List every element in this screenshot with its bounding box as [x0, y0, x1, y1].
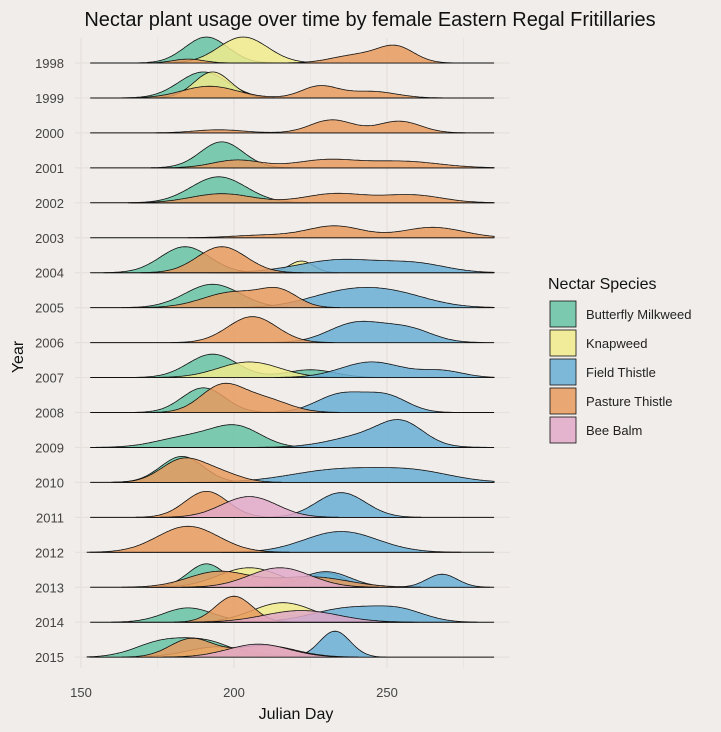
- y-tick-label: 2012: [35, 545, 64, 560]
- density-pasture-thistle-1999: [125, 85, 443, 99]
- legend-item-knapweed: Knapweed: [549, 329, 647, 357]
- x-tick-label: 150: [70, 685, 92, 700]
- ridge-2000: [90, 119, 495, 134]
- density-pasture-thistle-2004: [140, 246, 304, 274]
- legend-label: Pasture Thistle: [586, 394, 672, 409]
- ridge-2011: [90, 491, 495, 518]
- density-field-thistle-2007: [274, 361, 495, 378]
- legend-item-pasture-thistle: Pasture Thistle: [549, 387, 672, 415]
- ridge-2014: [90, 595, 495, 623]
- ridge-2004: [90, 246, 495, 274]
- y-tick-label: 1998: [35, 56, 64, 71]
- ridge-1999: [90, 71, 495, 99]
- density-pasture-thistle-2001: [164, 158, 495, 169]
- density-pasture-thistle-2006: [170, 316, 334, 343]
- density-pasture-thistle-1998: [147, 44, 455, 64]
- ridge-2009: [90, 419, 495, 448]
- ridges: [86, 36, 495, 658]
- x-axis-title: Julian Day: [259, 706, 334, 723]
- density-bee-balm-2013: [181, 567, 379, 588]
- legend-item-bee-balm: Bee Balm: [549, 416, 642, 444]
- density-pasture-thistle-2010: [112, 457, 282, 483]
- x-tick-label: 200: [223, 685, 245, 700]
- density-pasture-thistle-2005: [137, 287, 340, 309]
- ridge-2007: [90, 353, 495, 379]
- ridge-2008: [90, 382, 495, 413]
- legend-swatch: [549, 416, 577, 444]
- ridge-2006: [90, 316, 495, 344]
- legend-item-butterfly-milkweed: Butterfly Milkweed: [549, 300, 691, 328]
- density-bee-balm-2011: [160, 496, 339, 518]
- ridge-2012: [86, 525, 495, 553]
- chart-title: Nectar plant usage over time by female E…: [84, 9, 655, 31]
- legend-label: Field Thistle: [586, 365, 656, 380]
- ridge-2015: [86, 630, 495, 658]
- y-tick-label: 1999: [35, 91, 64, 106]
- legend-title: Nectar Species: [548, 276, 657, 293]
- x-tick-labels: 150 200 250: [70, 685, 398, 700]
- density-bee-balm-2015: [163, 643, 354, 658]
- legend-label: Knapweed: [586, 336, 647, 351]
- legend-label: Butterfly Milkweed: [586, 307, 691, 322]
- legend-label: Bee Balm: [586, 423, 642, 438]
- density-pasture-thistle-2012: [86, 525, 290, 553]
- y-tick-label: 2003: [35, 231, 64, 246]
- y-tick-label: 2008: [35, 406, 64, 421]
- legend-item-field-thistle: Field Thistle: [549, 358, 656, 386]
- density-pasture-thistle-2003: [187, 225, 495, 239]
- y-tick-label: 2013: [35, 580, 64, 595]
- ridge-2005: [90, 283, 495, 309]
- y-tick-label: 2004: [35, 266, 64, 281]
- y-tick-label: 2011: [36, 510, 64, 525]
- y-tick-label: 2001: [35, 161, 64, 176]
- ridge-2010: [90, 455, 495, 483]
- legend: Nectar Species Butterfly Milkweed Knapwee…: [548, 276, 691, 444]
- density-pasture-thistle-2000: [155, 119, 466, 134]
- y-tick-label: 2002: [35, 196, 64, 211]
- legend-swatch: [549, 300, 577, 328]
- legend-swatch: [549, 387, 577, 415]
- y-tick-label: 2005: [35, 301, 64, 316]
- y-tick-label: 2014: [35, 615, 64, 630]
- density-butterfly-milkweed-2009: [95, 424, 316, 448]
- ridge-2001: [90, 141, 495, 169]
- y-tick-label: 2015: [35, 650, 64, 665]
- density-bee-balm-2014: [189, 610, 414, 623]
- ridge-1998: [90, 36, 495, 64]
- y-tick-label: 2010: [35, 475, 64, 490]
- x-tick-label: 250: [376, 685, 398, 700]
- legend-swatch: [549, 358, 577, 386]
- density-pasture-thistle-2008: [151, 382, 340, 413]
- density-pasture-thistle-2002: [131, 192, 495, 204]
- y-tick-labels: 1998 1999 2000 2001 2002 2003 2004 2005 2006 2007…: [35, 56, 64, 665]
- y-tick-label: 2000: [35, 126, 64, 141]
- y-tick-label: 2009: [35, 440, 64, 455]
- ridge-2003: [90, 225, 495, 239]
- legend-swatch: [549, 329, 577, 357]
- ridge-2002: [90, 176, 495, 204]
- ridge-2013: [90, 563, 495, 588]
- density-field-thistle-2009: [258, 419, 487, 448]
- y-axis-title: Year: [10, 340, 27, 373]
- y-tick-label: 2007: [35, 371, 64, 386]
- y-tick-label: 2006: [35, 336, 64, 351]
